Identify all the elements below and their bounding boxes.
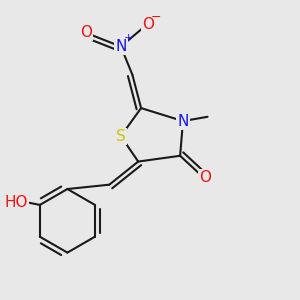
Text: N: N bbox=[115, 39, 127, 54]
Text: O: O bbox=[80, 25, 92, 40]
Text: HO: HO bbox=[4, 194, 28, 209]
Text: S: S bbox=[116, 129, 126, 144]
Text: +: + bbox=[124, 33, 134, 43]
Text: O: O bbox=[142, 17, 154, 32]
Text: −: − bbox=[151, 11, 162, 24]
Text: O: O bbox=[200, 170, 211, 185]
Text: N: N bbox=[177, 114, 189, 129]
